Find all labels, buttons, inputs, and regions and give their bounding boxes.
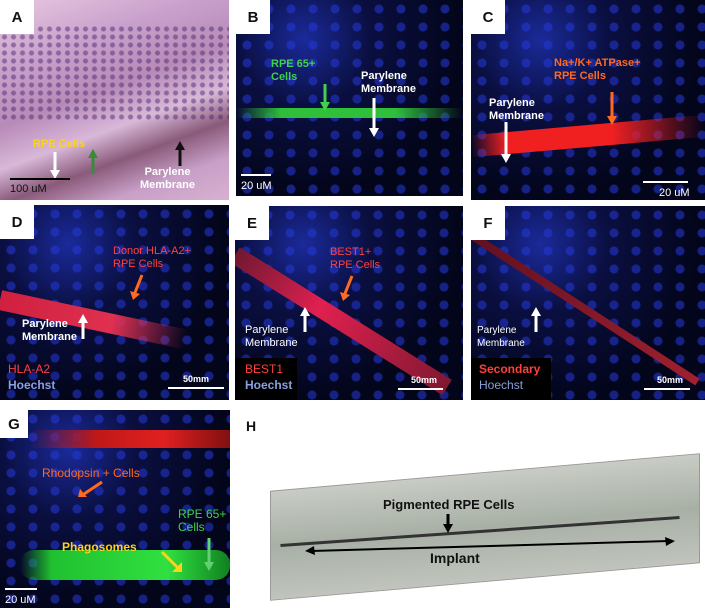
scale-label: 100 uM bbox=[10, 183, 47, 195]
scale-label: 20 uM bbox=[5, 594, 36, 606]
panel-d: D Donor HLA-A2+ RPE Cells Parylene Membr… bbox=[0, 205, 229, 400]
scale-bar bbox=[241, 174, 271, 176]
panel-label: H bbox=[246, 418, 257, 434]
panel-c: C Na+/K+ ATPase+ RPE Cells Parylene Memb… bbox=[471, 0, 705, 200]
legend-box bbox=[471, 358, 551, 400]
white-arrow-icon bbox=[300, 307, 310, 332]
black-arrow-icon bbox=[443, 514, 453, 533]
stain-label: Secondary bbox=[479, 362, 541, 376]
rhodopsin-label: Rhodopsin + Cells bbox=[42, 466, 140, 480]
panel-label: F bbox=[471, 206, 505, 240]
membrane-label: Parylene Membrane bbox=[489, 97, 545, 122]
membrane-label: Parylene Membrane bbox=[361, 70, 417, 95]
white-arrow-icon bbox=[78, 314, 88, 339]
membrane-label: Parylene Membrane bbox=[140, 166, 196, 191]
panel-label: B bbox=[236, 0, 270, 34]
nuclei bbox=[471, 0, 705, 200]
green-layer bbox=[20, 550, 230, 580]
nuclei bbox=[0, 25, 229, 120]
double-arrow-icon bbox=[305, 537, 675, 555]
panel-f: F Parylene Membrane Secondary Hoechst 50… bbox=[471, 206, 705, 400]
panel-label: C bbox=[471, 0, 505, 34]
rpe-label: RPE 65+ Cells bbox=[178, 507, 227, 534]
orange-arrow-icon bbox=[78, 480, 103, 497]
panel-h: H Pigmented RPE Cells Implant bbox=[240, 410, 705, 608]
orange-arrow-icon bbox=[607, 92, 617, 125]
orange-arrow-icon bbox=[340, 275, 354, 301]
implant-photo-strip bbox=[270, 453, 700, 601]
scale-bar bbox=[10, 178, 70, 180]
phagosomes-label: Phagosomes bbox=[62, 540, 137, 554]
panel-label: A bbox=[0, 0, 34, 34]
white-arrow-icon bbox=[50, 152, 60, 179]
black-arrow-icon bbox=[175, 141, 185, 166]
panel-b: B RPE 65+ Cells Parylene Membrane 20 uM bbox=[236, 0, 463, 196]
legend-box bbox=[235, 358, 297, 400]
white-arrow-icon bbox=[369, 98, 379, 137]
stain-label: BEST1 bbox=[245, 362, 284, 376]
panel-label: D bbox=[0, 205, 34, 239]
membrane-label: Parylene Membrane bbox=[245, 324, 298, 349]
panel-label: E bbox=[235, 206, 269, 240]
panel-g: G Rhodopsin + Cells RPE 65+ Cells Phagos… bbox=[0, 410, 230, 608]
rpe-label: Na+/K+ ATPase+ RPE Cells bbox=[554, 57, 641, 82]
panel-label: G bbox=[0, 410, 28, 438]
scale-label: 20 uM bbox=[241, 180, 272, 192]
scale-label: 20 uM bbox=[659, 187, 690, 199]
scale-bar bbox=[398, 388, 443, 390]
membrane-label: Parylene Membrane bbox=[22, 318, 78, 343]
membrane-label: Parylene Membrane bbox=[477, 325, 525, 349]
rpe-label: RPE 65+ Cells bbox=[271, 58, 316, 83]
scale-label: 50mm bbox=[411, 375, 438, 385]
implant-label: Implant bbox=[430, 550, 480, 566]
yellow-arrow-icon bbox=[160, 550, 182, 572]
red-layer bbox=[30, 430, 230, 448]
pigmented-label: Pigmented RPE Cells bbox=[383, 497, 515, 512]
green-arrow-icon bbox=[204, 538, 214, 571]
rpe-label: RPE Cells bbox=[33, 138, 85, 150]
green-arrow-icon bbox=[88, 149, 98, 174]
rpe-label: Donor HLA-A2+ RPE Cells bbox=[113, 245, 191, 270]
orange-arrow-icon bbox=[130, 274, 144, 300]
scale-label: 50mm bbox=[183, 374, 210, 384]
counterstain-label: Hoechst bbox=[245, 378, 293, 392]
panel-a: A RPE Cells Parylene Membrane 100 uM bbox=[0, 0, 229, 200]
scale-bar bbox=[5, 588, 37, 590]
scale-bar bbox=[644, 388, 690, 390]
green-layer bbox=[236, 108, 463, 118]
white-arrow-icon bbox=[531, 307, 541, 332]
scale-bar bbox=[643, 181, 688, 183]
panel-e: E BEST1+ RPE Cells Parylene Membrane BES… bbox=[235, 206, 463, 400]
scale-bar bbox=[168, 387, 224, 389]
stain-label: HLA-A2 bbox=[8, 362, 51, 376]
rpe-label: BEST1+ RPE Cells bbox=[330, 246, 381, 271]
green-arrow-icon bbox=[320, 84, 330, 111]
scale-label: 50mm bbox=[657, 375, 684, 385]
counterstain-label: Hoechst bbox=[8, 378, 56, 392]
white-arrow-icon bbox=[501, 122, 511, 163]
nuclei bbox=[236, 0, 463, 196]
counterstain-label: Hoechst bbox=[479, 378, 524, 392]
